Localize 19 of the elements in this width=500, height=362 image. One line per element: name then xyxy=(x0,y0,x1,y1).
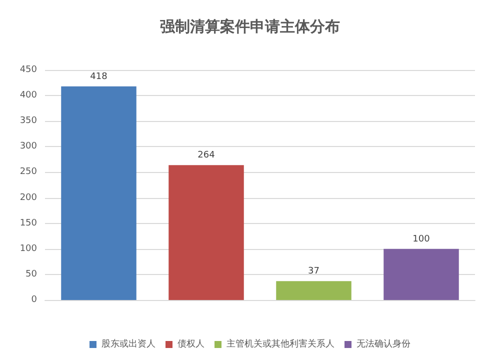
data-label: 264 xyxy=(198,150,216,161)
y-tick-label: 450 xyxy=(20,65,38,75)
legend-label: 债权人 xyxy=(178,338,204,350)
y-tick-label: 350 xyxy=(20,116,38,126)
legend-label: 无法确认身份 xyxy=(356,338,410,350)
y-tick-label: 0 xyxy=(31,295,38,305)
y-tick-label: 300 xyxy=(20,142,38,152)
y-tick-label: 150 xyxy=(20,218,38,228)
y-tick-label: 400 xyxy=(20,90,38,101)
data-label: 37 xyxy=(308,266,320,277)
y-tick-label: 250 xyxy=(20,167,38,178)
y-tick-label: 200 xyxy=(20,192,38,203)
y-tick-label: 100 xyxy=(20,244,38,254)
legend-label: 主管机关或其他利害关系人 xyxy=(226,338,334,350)
data-label: 418 xyxy=(90,72,108,82)
y-tick-label: 50 xyxy=(26,269,38,280)
legend-label: 股东或出资人 xyxy=(102,338,156,350)
chart-title: 强制清算案件申请主体分布 xyxy=(160,18,340,36)
data-label: 100 xyxy=(412,234,430,244)
